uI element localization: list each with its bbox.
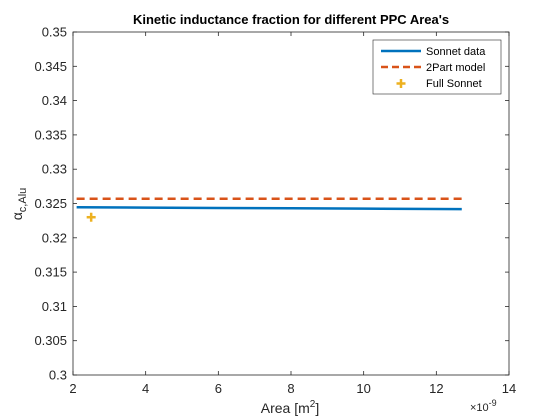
data-point-full-sonnet — [86, 212, 96, 222]
y-axis-label-group: αc,Alu — [9, 188, 29, 221]
y-tick-label: 0.35 — [42, 25, 67, 40]
legend-label-full-sonnet: Full Sonnet — [426, 78, 482, 90]
x-axis-label-end: ] — [315, 400, 319, 416]
x-tick-label: 14 — [502, 381, 516, 396]
y-axis-label-subscript: c,Alu — [17, 188, 29, 212]
y-tick-label: 0.31 — [42, 299, 67, 314]
y-tick-label: 0.315 — [34, 265, 67, 280]
y-tick-label: 0.305 — [34, 333, 67, 348]
series-layer — [76, 197, 462, 222]
legend: Sonnet data 2Part model Full Sonnet — [372, 39, 502, 95]
legend-label-sonnet-data: Sonnet data — [426, 46, 486, 58]
y-tick-label: 0.3 — [49, 368, 67, 383]
y-tick-label: 0.345 — [34, 59, 67, 74]
x-tick-label: 4 — [142, 381, 149, 396]
x-axis-label-main: Area [m — [261, 400, 310, 416]
y-tick-label: 0.335 — [34, 127, 67, 142]
legend-label-2part-model: 2Part model — [426, 62, 485, 74]
y-tick-label: 0.34 — [42, 93, 67, 108]
x-tick-label: 8 — [287, 381, 294, 396]
y-tick-label: 0.325 — [34, 196, 67, 211]
legend-swatch-full-sonnet — [396, 79, 406, 88]
x-tick-label: 10 — [356, 381, 370, 396]
series-line-sonnet-data — [76, 206, 462, 211]
axes-box — [72, 31, 510, 376]
x-axis-exponent-base: ×10 — [470, 402, 489, 414]
y-tick-label: 0.32 — [42, 230, 67, 245]
x-axis-label-superscript: 2 — [310, 399, 316, 410]
y-axis-label: αc,Alu — [9, 188, 29, 221]
chart-title: Kinetic inductance fraction for differen… — [133, 12, 449, 27]
x-tick-label: 6 — [215, 381, 222, 396]
x-axis-exponent-power: -9 — [489, 398, 497, 408]
y-tick-label: 0.33 — [42, 162, 67, 177]
x-tick-label: 2 — [69, 381, 76, 396]
x-tick-label: 12 — [429, 381, 443, 396]
y-axis-label-main: α — [9, 212, 25, 220]
x-axis-exponent: ×10-9 — [470, 398, 497, 414]
x-axis-label: Area [m2] — [261, 399, 319, 416]
